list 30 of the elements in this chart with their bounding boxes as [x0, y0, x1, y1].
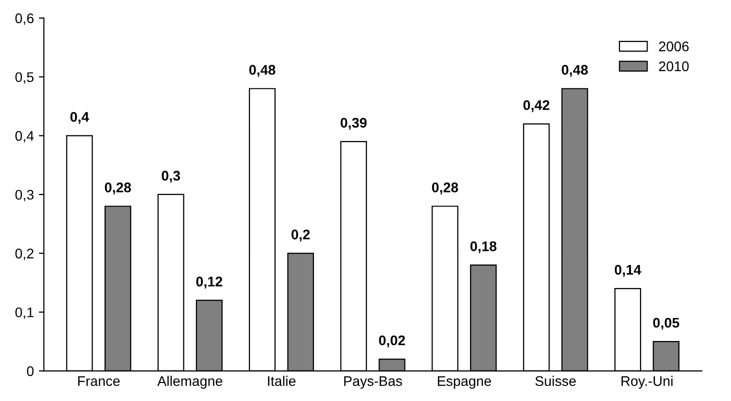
data-label: 0,28	[432, 182, 458, 194]
x-tick-label: Suisse	[535, 376, 576, 386]
data-label: 0,42	[523, 100, 550, 112]
y-tick-label: 0,5	[15, 72, 34, 84]
x-tick-label: Pays-Bas	[344, 376, 402, 389]
data-label: 0,18	[470, 241, 496, 254]
data-label: 0,48	[249, 64, 276, 77]
data-label: 0,14	[614, 264, 642, 277]
data-label: 0,48	[562, 64, 588, 77]
y-tick-label: 0,6	[15, 13, 34, 25]
data-label: 0,28	[104, 182, 131, 194]
data-label: 0,39	[340, 118, 367, 130]
y-tick-label: 0,3	[15, 190, 34, 202]
legend-label: 2010	[659, 61, 689, 72]
data-label: 0,2	[292, 230, 310, 242]
x-tick-label: Italie	[268, 376, 296, 386]
data-label: 0,3	[162, 170, 180, 183]
data-label: 0,02	[379, 335, 405, 348]
y-tick-label: 0,2	[15, 248, 34, 260]
data-label: 0,12	[196, 276, 222, 289]
x-tick-label: France	[78, 376, 120, 386]
data-label: 0,4	[70, 112, 90, 124]
y-tick-label: 0	[26, 366, 34, 376]
y-tick-label: 0,1	[15, 307, 34, 319]
data-label: 0,05	[653, 318, 680, 330]
x-tick-label: Roy.-Uni	[622, 376, 672, 389]
legend-label: 2006	[659, 42, 689, 52]
y-tick-label: 0,4	[15, 131, 34, 142]
x-tick-label: Allemagne	[157, 376, 222, 389]
x-tick-label: Espagne	[438, 376, 491, 389]
